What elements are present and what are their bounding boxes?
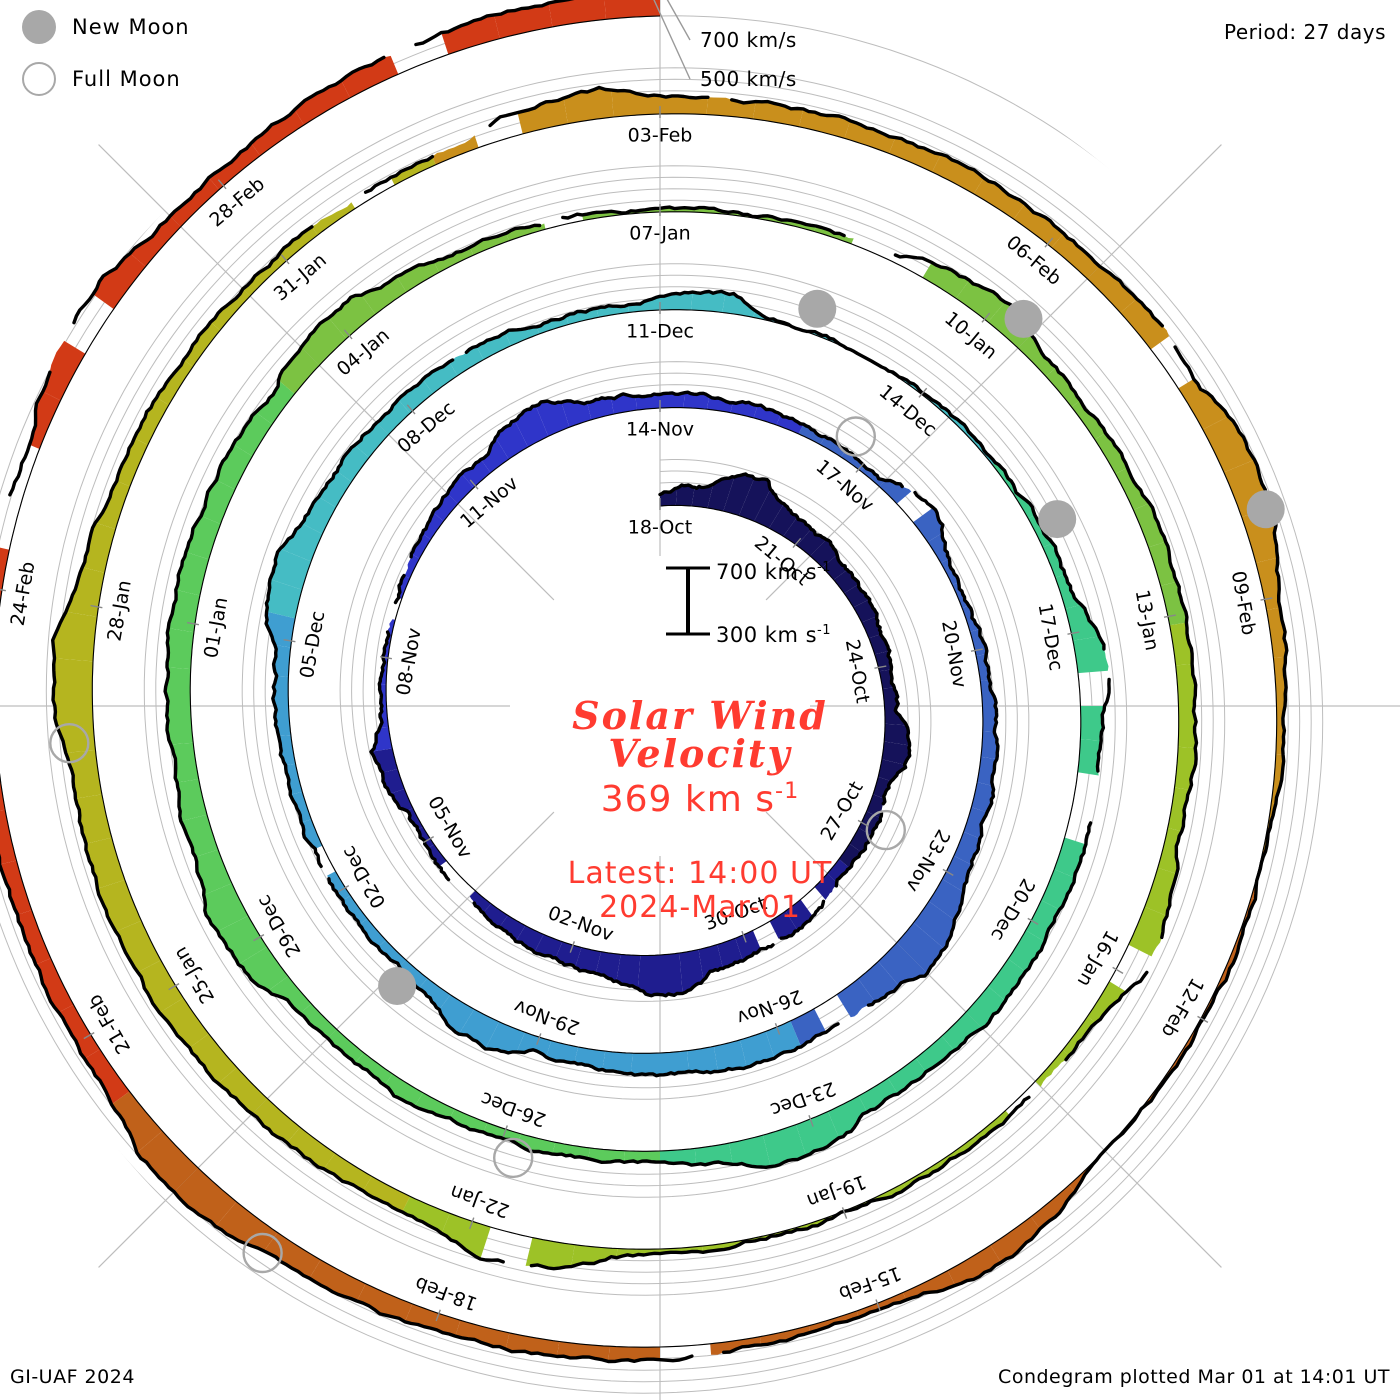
latest-date: 2024-Mar-01 bbox=[599, 890, 801, 925]
date-label: 17-Dec bbox=[1034, 602, 1067, 673]
new-moon-marker bbox=[378, 967, 417, 1005]
full-moon-marker bbox=[835, 416, 876, 457]
current-value-exponent: -1 bbox=[775, 778, 800, 804]
date-label: 18-Oct bbox=[628, 517, 692, 539]
legend-new-moon: New Moon bbox=[22, 10, 190, 44]
legend-new-moon-label: New Moon bbox=[72, 15, 190, 39]
legend-full-moon-label: Full Moon bbox=[72, 67, 181, 91]
scalebar-high-exp: -1 bbox=[817, 560, 831, 575]
date-label: 05-Dec bbox=[296, 609, 329, 680]
page-title-line2: Velocity bbox=[608, 731, 792, 776]
scalebar-low-label: 300 km s-1 bbox=[716, 623, 831, 647]
moon-phase-markers bbox=[49, 289, 1285, 1274]
page-title-line1: Solar Wind bbox=[572, 693, 828, 738]
spiral-bands bbox=[0, 0, 1289, 1364]
date-label: 09-Feb bbox=[1227, 569, 1260, 637]
current-value-unit: km s bbox=[684, 779, 776, 820]
full-moon-marker bbox=[493, 1137, 534, 1179]
date-label: 24-Oct bbox=[841, 638, 874, 705]
scale-bar bbox=[666, 566, 710, 636]
new-moon-marker bbox=[1038, 500, 1077, 539]
date-label: 14-Nov bbox=[626, 419, 694, 441]
full-moon-marker bbox=[49, 723, 90, 764]
date-label: 01-Jan bbox=[200, 596, 232, 660]
scalebar-high-unit: km s bbox=[764, 560, 818, 584]
current-value: 369 km s-1 bbox=[0, 778, 1400, 820]
date-label: 11-Dec bbox=[626, 321, 694, 343]
full-moon-marker bbox=[242, 1232, 283, 1274]
new-moon-marker bbox=[1004, 299, 1043, 338]
full-moon-icon bbox=[22, 62, 56, 96]
new-moon-marker bbox=[798, 289, 837, 328]
date-label: 24-Feb bbox=[7, 560, 40, 628]
footer-plot-time: Condegram plotted Mar 01 at 14:01 UT bbox=[998, 1366, 1390, 1388]
period-label: Period: 27 days bbox=[1224, 20, 1386, 44]
date-label: 16-Jan bbox=[1073, 926, 1123, 990]
scalebar-low-exp: -1 bbox=[817, 623, 831, 638]
full-moon-marker bbox=[865, 809, 906, 851]
date-label: 03-Feb bbox=[628, 125, 693, 147]
footer-credit: GI-UAF 2024 bbox=[10, 1366, 135, 1388]
scalebar-low-unit: km s bbox=[764, 623, 818, 647]
date-label: 12-Feb bbox=[1157, 974, 1208, 1041]
gridline-label-700: 700 km/s bbox=[700, 28, 797, 52]
date-label: 07-Jan bbox=[629, 223, 690, 245]
scalebar-high-label: 700 km s-1 bbox=[716, 560, 831, 584]
scalebar-low-value: 300 bbox=[716, 623, 758, 647]
gridline-label-500: 500 km/s bbox=[700, 67, 797, 91]
date-label: 28-Jan bbox=[103, 579, 135, 643]
latest-time: Latest: 14:00 UT bbox=[567, 856, 833, 891]
scalebar-high-value: 700 bbox=[716, 560, 758, 584]
date-label: 13-Jan bbox=[1131, 588, 1163, 652]
gridline-leaders bbox=[653, 0, 691, 80]
new-moon-icon bbox=[22, 10, 56, 44]
current-value-number: 369 bbox=[600, 779, 673, 820]
date-label: 08-Nov bbox=[392, 626, 425, 697]
new-moon-marker bbox=[1246, 490, 1285, 529]
legend-full-moon: Full Moon bbox=[22, 62, 181, 96]
date-label: 20-Nov bbox=[937, 619, 970, 690]
